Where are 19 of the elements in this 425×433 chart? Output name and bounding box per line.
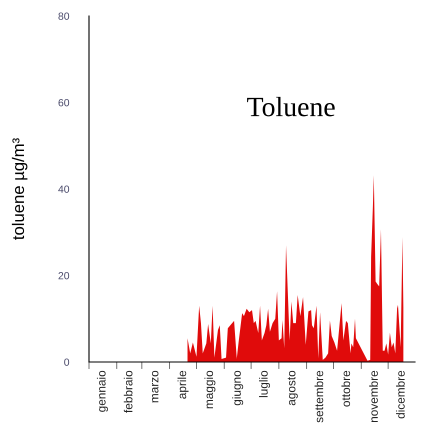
x-tick-label: marzo bbox=[152, 370, 158, 402]
x-tick-label: giugno bbox=[232, 370, 244, 406]
x-tick-label: febbraio bbox=[124, 370, 132, 413]
y-tick-label: 60 bbox=[58, 99, 70, 106]
y-tick-label: 20 bbox=[58, 272, 70, 280]
text: Toluene bbox=[247, 96, 335, 116]
x-tick-label: gennaio bbox=[96, 370, 108, 412]
x-tick-label: novembre bbox=[369, 370, 378, 422]
x-tick-label: aprile bbox=[178, 370, 189, 399]
y-tick-label: 80 bbox=[58, 12, 70, 20]
x-tick-label: luglio bbox=[259, 370, 270, 398]
y-axis-title: toluene µg/m³ bbox=[12, 138, 28, 240]
x-tick-label: ottobre bbox=[341, 370, 350, 407]
x-tick-label: maggio bbox=[204, 370, 216, 408]
x-tick-label: settembre bbox=[314, 370, 324, 422]
y-tick-label: 0 bbox=[64, 358, 70, 366]
y-tick-label: 40 bbox=[58, 186, 70, 193]
x-tick-label: dicembre bbox=[396, 370, 405, 418]
x-tick-label: agosto bbox=[288, 370, 298, 406]
